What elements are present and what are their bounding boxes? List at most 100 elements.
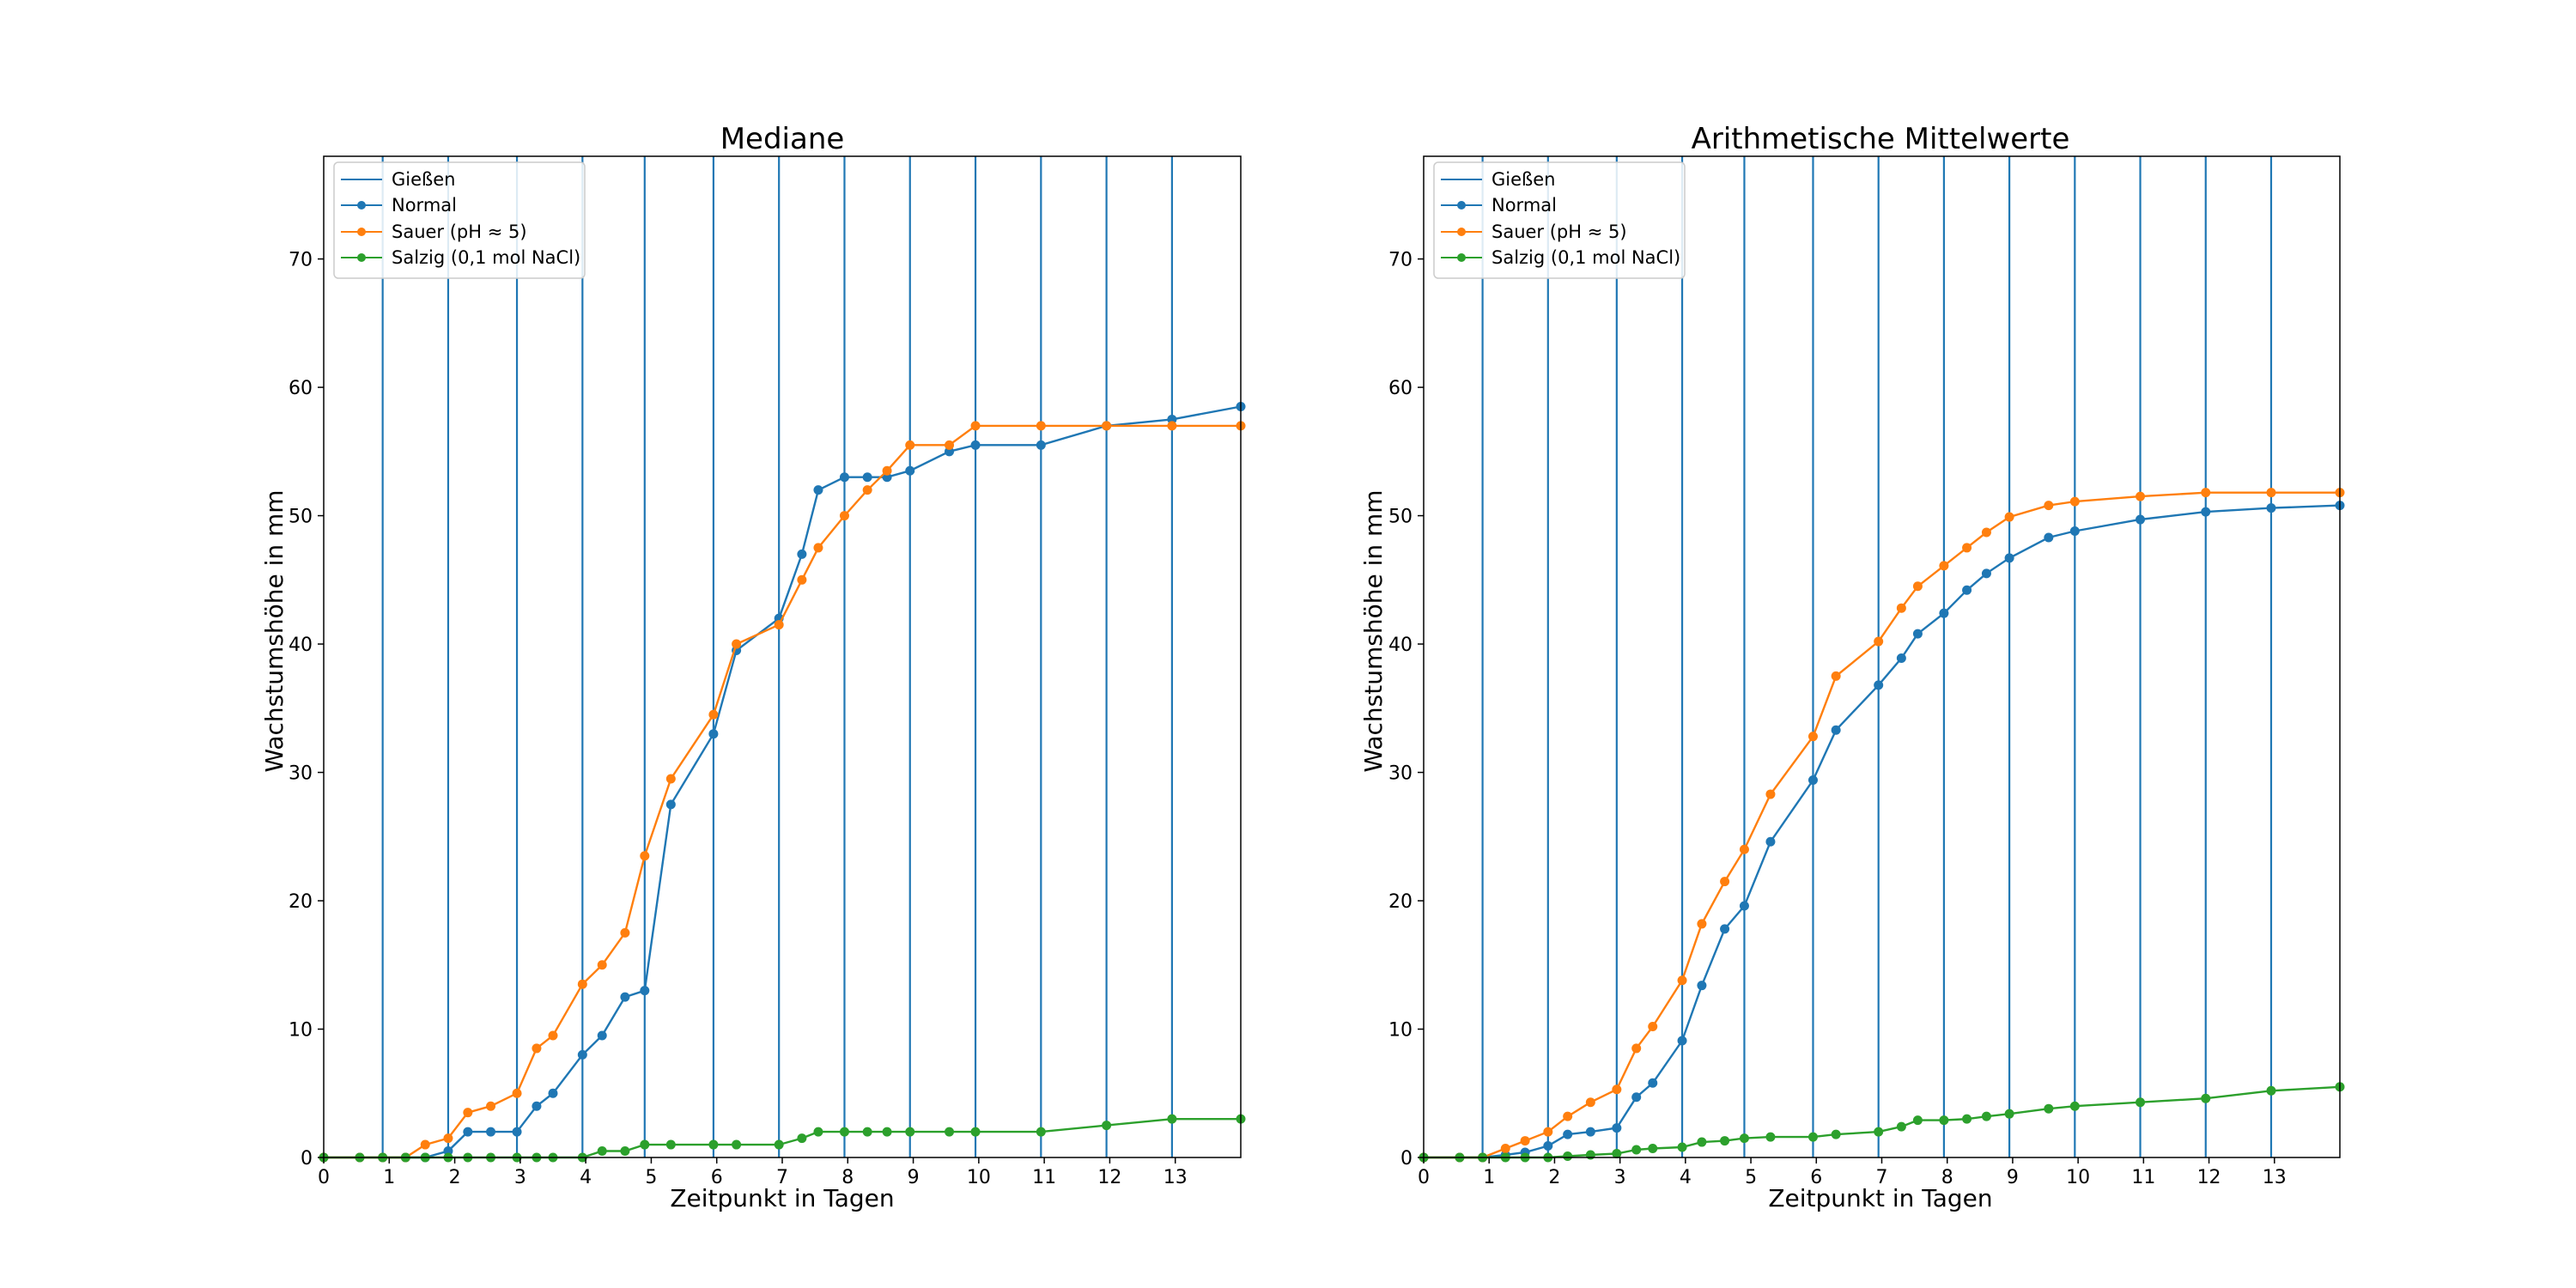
y-tick-label: 40 bbox=[289, 635, 313, 656]
data-point bbox=[2201, 488, 2211, 498]
data-point bbox=[708, 729, 719, 739]
legend: Gießen Normal Sauer (pH ≈ 5) Salzig (0,1… bbox=[1433, 161, 1686, 279]
data-point bbox=[2004, 512, 2014, 522]
data-point bbox=[1896, 653, 1906, 663]
data-point bbox=[2069, 496, 2080, 507]
data-point bbox=[862, 485, 872, 495]
x-tick-label: 12 bbox=[1097, 1167, 1121, 1188]
legend-entry-normal: Normal bbox=[1441, 195, 1557, 216]
x-tick-label: 0 bbox=[318, 1167, 330, 1188]
data-point bbox=[548, 1030, 558, 1041]
data-point bbox=[2004, 553, 2014, 563]
y-tick-label: 10 bbox=[1388, 1020, 1413, 1042]
x-axis-label: Zeitpunkt in Tagen bbox=[1768, 1184, 1992, 1212]
x-tick-label: 4 bbox=[580, 1167, 592, 1188]
chart-medians: Mediane Zeitpunkt in Tagen Wachstumshöhe… bbox=[260, 122, 1246, 1212]
data-point bbox=[813, 485, 823, 495]
data-point bbox=[1036, 421, 1046, 431]
x-tick-label: 2 bbox=[1548, 1167, 1560, 1188]
y-tick-label: 70 bbox=[289, 250, 313, 271]
data-point bbox=[1807, 732, 1818, 742]
data-point bbox=[620, 992, 630, 1002]
data-point bbox=[882, 465, 892, 476]
data-point bbox=[1036, 1127, 1046, 1137]
data-point bbox=[1831, 1129, 1841, 1139]
data-point bbox=[443, 1133, 453, 1144]
data-point bbox=[1962, 1114, 1972, 1124]
x-axis-label: Zeitpunkt in Tagen bbox=[670, 1184, 894, 1212]
data-point bbox=[2069, 1101, 2080, 1111]
legend-marker bbox=[1457, 228, 1466, 236]
x-tick-label: 1 bbox=[1483, 1167, 1495, 1188]
series-1 bbox=[319, 402, 1246, 1163]
y-tick-label: 50 bbox=[289, 507, 313, 528]
x-tick-label: 3 bbox=[514, 1167, 526, 1188]
data-point bbox=[774, 1139, 784, 1150]
data-point bbox=[1962, 543, 1972, 553]
legend-entry-sauer: Sauer (pH ≈ 5) bbox=[1441, 222, 1627, 242]
y-tick-label: 50 bbox=[1388, 507, 1413, 528]
x-tick-label: 8 bbox=[1941, 1167, 1953, 1188]
legend-marker bbox=[1457, 201, 1466, 210]
data-point bbox=[2004, 1109, 2014, 1119]
data-point bbox=[1720, 924, 1730, 934]
x-tick-label: 3 bbox=[1614, 1167, 1626, 1188]
y-tick-label: 70 bbox=[1388, 250, 1413, 271]
data-point bbox=[1520, 1136, 1530, 1146]
data-point bbox=[665, 774, 676, 784]
y-axis-label: Wachstumshöhe in mm bbox=[260, 489, 289, 772]
data-point bbox=[1874, 1127, 1884, 1137]
series-2 bbox=[1419, 488, 2345, 1163]
data-point bbox=[1631, 1145, 1642, 1155]
data-point bbox=[1585, 1097, 1595, 1108]
data-point bbox=[665, 1139, 676, 1150]
data-point bbox=[732, 1139, 742, 1150]
data-point bbox=[905, 465, 915, 476]
data-point bbox=[797, 1133, 807, 1144]
legend-marker bbox=[357, 201, 366, 210]
data-point bbox=[532, 1101, 542, 1111]
x-tick-label: 9 bbox=[908, 1167, 920, 1188]
watering-lines bbox=[1481, 156, 2273, 1157]
x-tick-label: 5 bbox=[1745, 1167, 1757, 1188]
y-tick-label: 30 bbox=[289, 763, 313, 785]
x-tick-label: 11 bbox=[2131, 1167, 2155, 1188]
data-point bbox=[905, 440, 915, 450]
data-point bbox=[1102, 1121, 1112, 1131]
data-point bbox=[1912, 1115, 1923, 1126]
data-point bbox=[1981, 527, 1991, 538]
data-point bbox=[1720, 877, 1730, 887]
data-point bbox=[548, 1088, 558, 1098]
x-tick-label: 11 bbox=[1032, 1167, 1056, 1188]
y-tick-label: 60 bbox=[289, 378, 313, 399]
data-point bbox=[2136, 1097, 2146, 1108]
data-point bbox=[1612, 1084, 1622, 1095]
data-point bbox=[1807, 775, 1818, 786]
data-point bbox=[970, 421, 981, 431]
data-point bbox=[1962, 585, 1972, 595]
x-tick-label: 7 bbox=[1876, 1167, 1888, 1188]
data-point bbox=[420, 1139, 430, 1150]
data-point bbox=[2266, 503, 2276, 513]
y-axis-label: Wachstumshöhe in mm bbox=[1359, 489, 1388, 772]
data-point bbox=[732, 639, 742, 649]
data-point bbox=[2266, 1085, 2276, 1096]
x-tick-label: 5 bbox=[645, 1167, 657, 1188]
data-point bbox=[1697, 981, 1707, 991]
y-tick-label: 0 bbox=[301, 1148, 313, 1170]
data-point bbox=[1807, 1132, 1818, 1142]
data-point bbox=[797, 549, 807, 559]
y-tick-label: 0 bbox=[1400, 1148, 1413, 1170]
data-point bbox=[1981, 568, 1991, 579]
data-point bbox=[1831, 671, 1841, 681]
legend-label: Sauer (pH ≈ 5) bbox=[392, 222, 527, 242]
data-point bbox=[2069, 526, 2080, 537]
data-point bbox=[1563, 1129, 1573, 1139]
data-point bbox=[1896, 603, 1906, 613]
data-point bbox=[1102, 421, 1112, 431]
legend-frame bbox=[333, 161, 586, 279]
data-point bbox=[1563, 1151, 1573, 1162]
data-point bbox=[708, 1139, 719, 1150]
x-tick-label: 2 bbox=[449, 1167, 461, 1188]
